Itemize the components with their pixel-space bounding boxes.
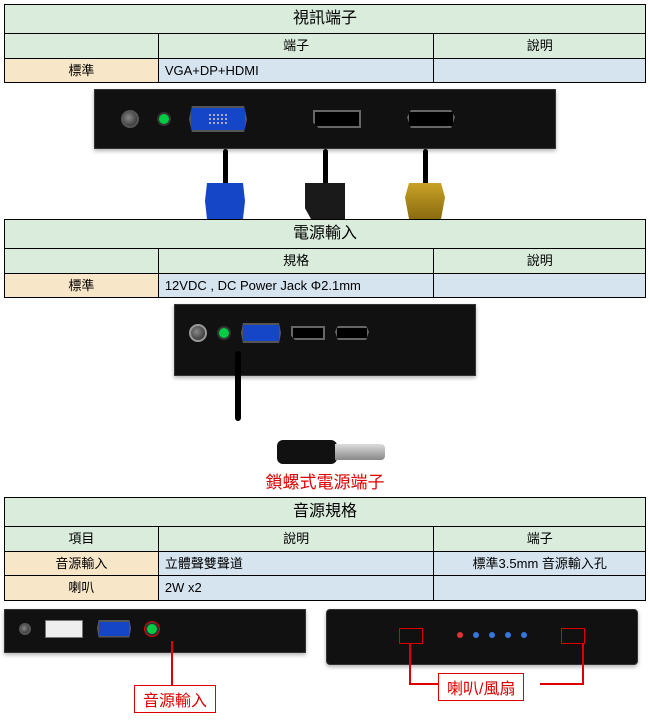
audio-in-callout: 音源輸入 bbox=[134, 685, 216, 713]
led-icon bbox=[489, 632, 495, 638]
power-col-spec: 規格 bbox=[158, 249, 434, 274]
audio-title: 音源規格 bbox=[5, 498, 646, 527]
audio-jack-icon bbox=[157, 112, 171, 126]
speaker-slot-icon bbox=[561, 628, 585, 644]
power-panel-icon bbox=[174, 304, 476, 376]
callout-line bbox=[171, 641, 173, 685]
led-icon bbox=[521, 632, 527, 638]
cable-plugs-photo bbox=[4, 149, 646, 219]
callout-line bbox=[409, 683, 439, 685]
speaker-slot-icon bbox=[399, 628, 423, 644]
audio-in-jack-icon bbox=[145, 622, 159, 636]
led-icon bbox=[457, 632, 463, 638]
power-title: 電源輸入 bbox=[5, 220, 646, 249]
video-ports-photo bbox=[4, 89, 646, 149]
displayport-icon bbox=[313, 110, 361, 128]
displayport-icon bbox=[291, 326, 325, 340]
video-col-desc: 說明 bbox=[434, 34, 646, 59]
locking-dc-jack-icon bbox=[189, 324, 207, 342]
audio-jack-icon bbox=[217, 326, 231, 340]
dc-jack-icon bbox=[121, 110, 139, 128]
power-spec-table: 電源輸入 規格 說明 標準 12VDC , DC Power Jack Φ2.1… bbox=[4, 219, 646, 298]
video-spec-table: 視訊端子 端子 說明 標準 VGA+DP+HDMI bbox=[4, 4, 646, 83]
speaker-fan-callout: 喇叭/風扇 bbox=[438, 673, 524, 701]
led-icon bbox=[473, 632, 479, 638]
button-icon bbox=[19, 623, 31, 635]
table-row: 音源輸入 立體聲雙聲道 標準3.5mm 音源輸入孔 bbox=[5, 551, 646, 576]
table-row: 喇叭 2W x2 bbox=[5, 576, 646, 601]
audio-col-item: 項目 bbox=[5, 527, 159, 552]
hdmi-cable-icon bbox=[395, 149, 455, 219]
power-photo bbox=[4, 304, 646, 464]
video-row-label: 標準 bbox=[5, 58, 159, 83]
power-caption: 鎖螺式電源端子 bbox=[4, 468, 646, 493]
vga-cable-icon bbox=[195, 149, 255, 219]
vga-port-icon bbox=[189, 106, 247, 132]
video-col-terminal: 端子 bbox=[158, 34, 434, 59]
video-title: 視訊端子 bbox=[5, 5, 646, 34]
vga-port-icon bbox=[97, 620, 131, 638]
video-row-desc bbox=[434, 58, 646, 83]
power-cord-icon bbox=[235, 351, 241, 421]
audio-callout-photos: 音源輸入 喇叭/風扇 bbox=[4, 609, 646, 719]
audio-col-terminal: 端子 bbox=[434, 527, 646, 552]
video-row-terminal: VGA+DP+HDMI bbox=[158, 58, 434, 83]
led-icon bbox=[505, 632, 511, 638]
power-row-spec: 12VDC , DC Power Jack Φ2.1mm bbox=[158, 273, 434, 298]
vga-port-icon bbox=[241, 323, 281, 343]
rear-panel-icon bbox=[326, 609, 638, 665]
audio-spec-table: 音源規格 項目 說明 端子 音源輸入 立體聲雙聲道 標準3.5mm 音源輸入孔 … bbox=[4, 497, 646, 601]
hdmi-port-icon bbox=[335, 326, 369, 340]
barrel-plug-icon bbox=[265, 440, 385, 464]
audio-col-desc: 說明 bbox=[158, 527, 434, 552]
power-col-desc: 說明 bbox=[434, 249, 646, 274]
dvi-port-icon bbox=[45, 620, 83, 638]
dp-cable-icon bbox=[295, 149, 355, 219]
callout-line bbox=[540, 683, 584, 685]
power-row-label: 標準 bbox=[5, 273, 159, 298]
hdmi-port-icon bbox=[407, 110, 455, 128]
front-panel-icon bbox=[4, 609, 306, 653]
power-row-desc bbox=[434, 273, 646, 298]
